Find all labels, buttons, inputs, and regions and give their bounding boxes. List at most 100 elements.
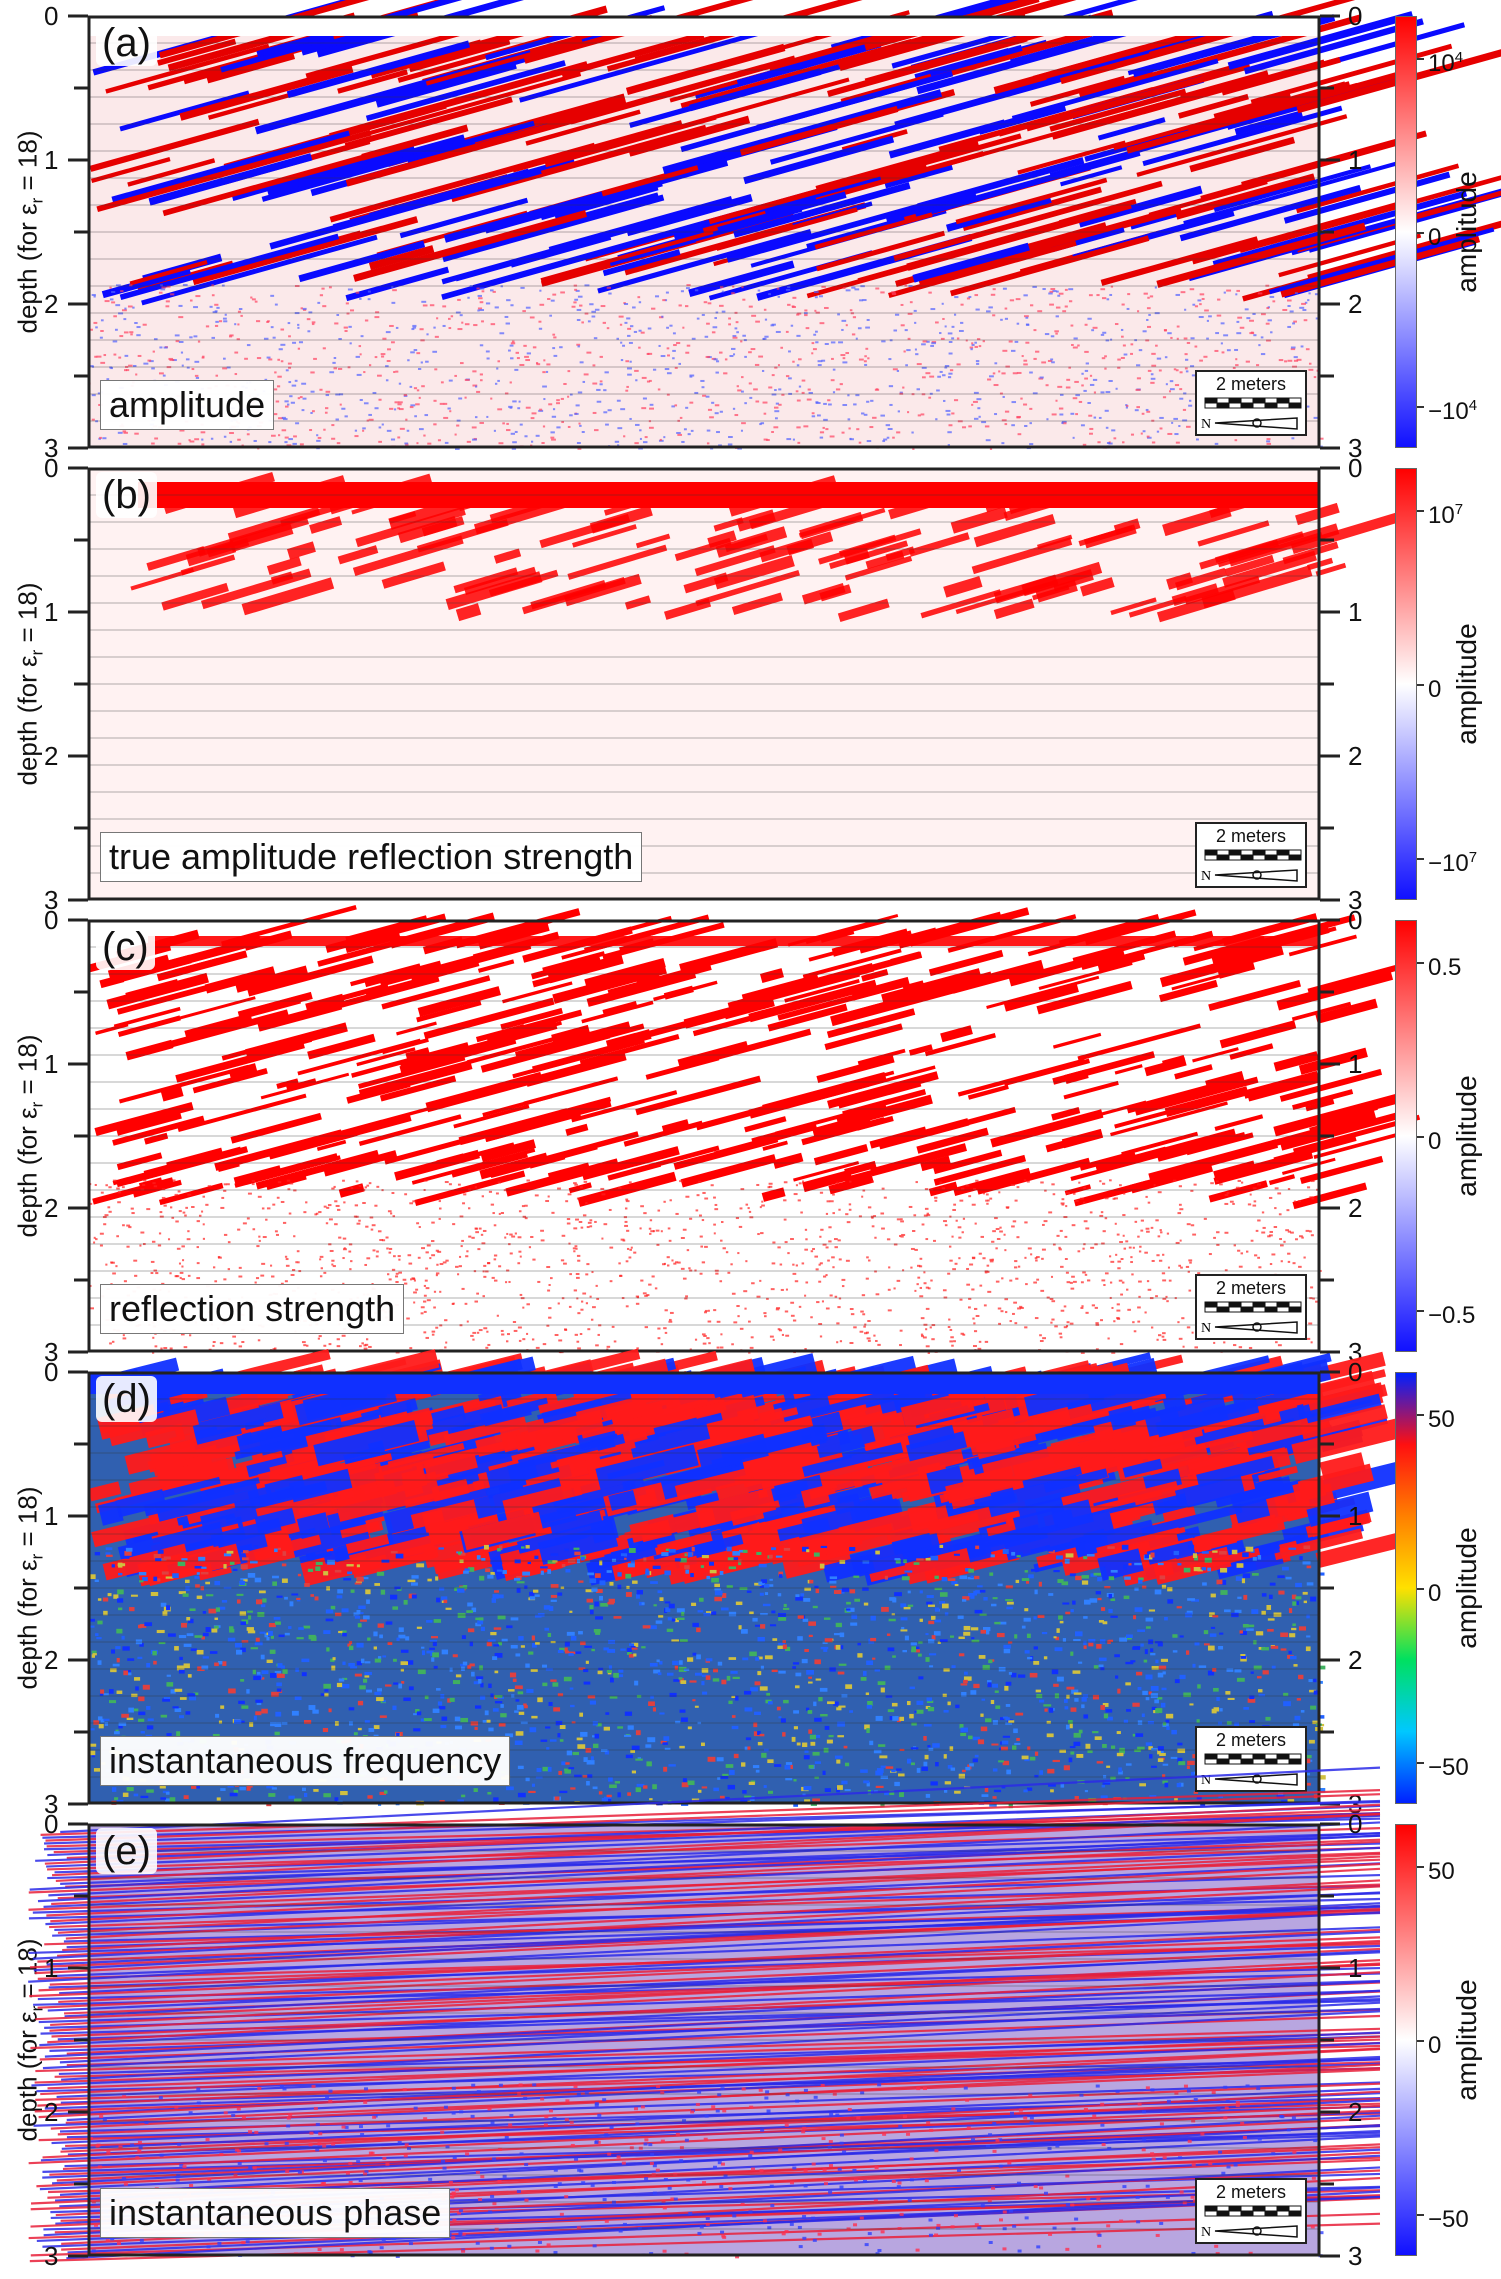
colorbar: [1395, 468, 1417, 900]
colorbar-title-text: amplitude: [1451, 1979, 1482, 2101]
y-axis-label-part: depth (for ε: [12, 203, 43, 334]
north-arrow-icon: [1214, 1321, 1298, 1334]
plot-area: [68, 905, 1421, 1354]
y-tick-label: 2: [44, 2097, 59, 2127]
y-tick-label: 2: [1348, 2097, 1363, 2127]
y-axis-label-part: r: [27, 649, 47, 656]
colorbar: [1395, 16, 1417, 448]
colorbar-tick-base: 0: [1428, 224, 1442, 251]
colorbar-tick-base: −0.5: [1428, 1302, 1476, 1330]
colorbar: [1395, 1372, 1417, 1804]
y-tick-label: 1: [1348, 597, 1363, 627]
colorbar-tick-label: 0: [1428, 2028, 1441, 2058]
plot-area: [68, 466, 1403, 902]
colorbar-title-text: amplitude: [1451, 623, 1482, 745]
colorbar-tick-base: −10: [1428, 398, 1469, 426]
y-axis-label: depth (for εr = 18): [0, 468, 60, 900]
colorbar-tick-label: −0.5: [1428, 1298, 1475, 1328]
y-tick-label: 1: [1348, 145, 1363, 175]
plot-frame: [87, 1371, 1321, 1805]
colorbar-tick-mark: [1417, 961, 1424, 964]
panel-b: depth (for εr = 18) 0 0 1 1 2 2 3 3 (b) true ampli…: [0, 455, 1501, 915]
scale-bar-graphic: N: [1201, 1753, 1302, 1788]
colorbar-tick-mark: [1417, 509, 1424, 512]
colorbar-tick-mark: [1417, 406, 1424, 409]
y-tick-label: 3: [44, 885, 59, 915]
y-tick-label: 1: [1348, 1953, 1363, 1983]
panel-label: (b): [96, 472, 157, 518]
y-tick-label: 2: [44, 741, 59, 771]
north-arrow-icon: [1214, 2225, 1298, 2238]
scale-bar-label: 2 meters: [1215, 1730, 1287, 1750]
y-tick-label: 0: [1348, 453, 1363, 483]
colorbar-tick-label: 50: [1428, 1402, 1455, 1432]
scale-bar: 2 meters N: [1195, 370, 1307, 436]
y-axis-label-part: depth (for ε: [12, 1559, 43, 1690]
y-axis-label-part: = 18): [12, 582, 43, 650]
colorbar-tick-exponent: 7: [1454, 500, 1464, 518]
colorbar-tick-label: 0: [1428, 672, 1441, 702]
y-tick-label: 3: [1348, 433, 1363, 463]
colorbar-title-text: amplitude: [1451, 1075, 1482, 1197]
y-tick-label: 3: [44, 433, 59, 463]
colorbar-title: amplitude: [1442, 16, 1492, 448]
y-tick-label: 0: [1348, 1357, 1363, 1387]
scale-bar-label: 2 meters: [1215, 1278, 1287, 1298]
colorbar-tick-base: 0: [1428, 2032, 1442, 2059]
y-axis-label-part: r: [27, 1101, 47, 1108]
y-tick-label: 1: [44, 145, 59, 175]
y-tick-label: 0: [1348, 1809, 1363, 1839]
colorbar-tick-base: 0: [1428, 1128, 1442, 1155]
y-tick-label: 0: [44, 1, 59, 31]
panel-label: (a): [96, 20, 157, 66]
plot-frame: [87, 467, 1321, 901]
radargram: [68, 0, 1501, 450]
panel-a: depth (for εr = 18) 0 0 1 1 2 2 3 3 (a) amplitude 2…: [0, 0, 1501, 463]
y-axis-label-part: = 18): [12, 1486, 43, 1554]
y-axis-label-part: depth (for ε: [12, 2011, 43, 2142]
y-axis-label: depth (for εr = 18): [0, 1372, 60, 1804]
y-axis-label-text: depth (for εr = 18): [12, 583, 47, 786]
y-tick-label: 3: [44, 1789, 59, 1819]
north-arrow-icon: [1214, 1773, 1298, 1786]
panel-label: (c): [96, 924, 155, 970]
y-tick-label: 3: [44, 2241, 59, 2271]
colorbar-tick-label: 107: [1428, 498, 1463, 528]
y-axis-label: depth (for εr = 18): [0, 920, 60, 1352]
plot-area: [68, 0, 1501, 450]
colorbar-tick-mark: [1417, 1413, 1424, 1416]
y-tick-label: 0: [44, 453, 59, 483]
colorbar-tick-mark: [1417, 57, 1424, 60]
y-tick-label: 3: [1348, 885, 1363, 915]
scale-bar-label: 2 meters: [1215, 2182, 1287, 2202]
y-axis-label: depth (for εr = 18): [0, 16, 60, 448]
panel-label: (e): [96, 1828, 157, 1874]
y-tick-label: 1: [44, 1501, 59, 1531]
colorbar-tick-label: 0: [1428, 220, 1441, 250]
colorbar-title: amplitude: [1442, 1372, 1492, 1804]
colorbar-tick-base: 50: [1428, 1857, 1455, 1885]
y-tick-label: 2: [1348, 741, 1363, 771]
y-axis-label-text: depth (for εr = 18): [12, 1035, 47, 1238]
y-tick-label: 2: [1348, 1645, 1363, 1675]
scale-bar-label: 2 meters: [1215, 374, 1287, 394]
colorbar-tick-mark: [1417, 2214, 1424, 2217]
colorbar-tick-base: −50: [1428, 2206, 1469, 2234]
plot-frame: [87, 919, 1321, 1353]
attribute-label: instantaneous frequency: [100, 1736, 511, 1786]
colorbar-tick-mark: [1417, 684, 1424, 686]
colorbar: [1395, 920, 1417, 1352]
attribute-label: true amplitude reflection strength: [100, 832, 643, 882]
y-tick-label: 0: [44, 1809, 59, 1839]
attribute-label: instantaneous phase: [100, 2188, 451, 2238]
colorbar-tick-exponent: 7: [1468, 849, 1478, 867]
colorbar-tick-mark: [1417, 1588, 1424, 1590]
y-axis-label-part: r: [27, 197, 47, 204]
scale-bar: 2 meters N: [1195, 1726, 1307, 1792]
panel-label: (d): [96, 1376, 157, 1422]
colorbar-tick-base: −50: [1428, 1754, 1469, 1782]
colorbar-tick-mark: [1417, 232, 1424, 234]
scale-bar: 2 meters N: [1195, 2178, 1307, 2244]
colorbar-tick-label: 0.5: [1428, 950, 1461, 980]
